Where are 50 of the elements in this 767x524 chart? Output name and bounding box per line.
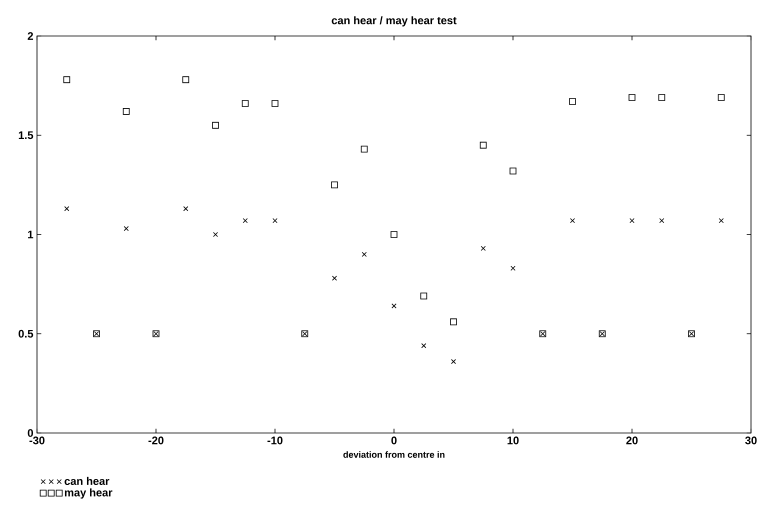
point xyxy=(331,181,338,188)
point xyxy=(569,98,576,105)
point xyxy=(450,318,457,326)
point xyxy=(242,100,249,107)
point xyxy=(332,276,338,281)
point xyxy=(212,232,218,238)
chart-title: can hear / may hear test xyxy=(332,16,457,26)
point xyxy=(658,94,666,101)
point xyxy=(272,100,278,107)
point xyxy=(362,252,367,257)
y-tick-label: 2 xyxy=(28,32,34,40)
point xyxy=(480,142,487,149)
point xyxy=(659,218,664,224)
point xyxy=(510,266,516,271)
point xyxy=(124,226,129,232)
point xyxy=(272,218,278,224)
point xyxy=(391,303,397,308)
point xyxy=(510,168,516,174)
x-tick-label: -20 xyxy=(148,436,164,444)
x-tick-label: -30 xyxy=(29,436,44,444)
point xyxy=(718,218,724,224)
x-tick-label: 0 xyxy=(391,436,397,444)
x-tick-label: 20 xyxy=(626,436,638,444)
point xyxy=(182,76,190,84)
x-tick-label: -10 xyxy=(267,436,282,444)
point xyxy=(421,343,426,348)
y-tick-label: 0.5 xyxy=(18,330,34,338)
y-tick-label: 1 xyxy=(28,230,34,238)
point xyxy=(122,108,130,115)
point xyxy=(63,76,70,84)
point xyxy=(390,231,398,238)
point xyxy=(183,206,188,212)
point xyxy=(360,146,368,153)
point xyxy=(420,292,428,300)
y-tick-label: 0 xyxy=(28,429,34,437)
point xyxy=(629,218,635,224)
point xyxy=(628,94,636,101)
point xyxy=(212,122,219,129)
legend-label: may hear xyxy=(64,488,112,499)
point xyxy=(718,94,725,101)
x-tick-label: 10 xyxy=(508,436,519,444)
x-tick-label: 30 xyxy=(745,436,757,444)
y-tick-label: 1.5 xyxy=(18,131,34,140)
legend-label: can hear xyxy=(64,476,110,485)
x-axis-title: deviation from centre in xyxy=(343,451,444,458)
point xyxy=(64,206,70,212)
point xyxy=(570,218,576,224)
point xyxy=(242,218,248,224)
point xyxy=(450,359,456,364)
point xyxy=(480,246,486,251)
